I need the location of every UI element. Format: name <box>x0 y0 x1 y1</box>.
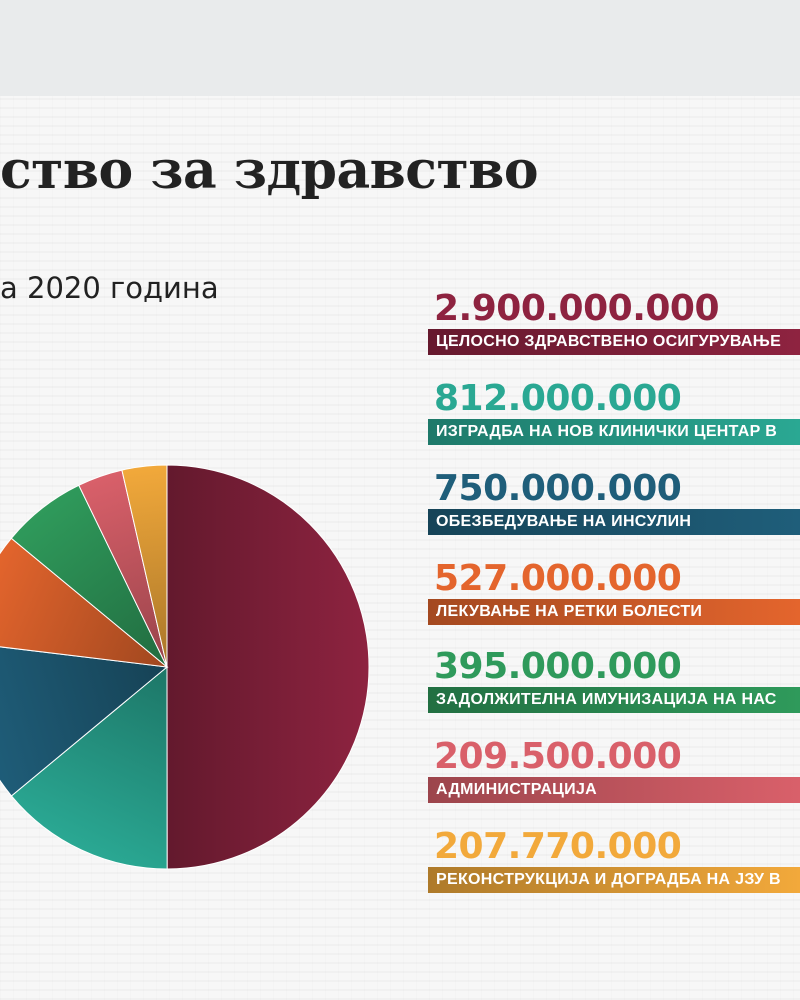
label-bar-6: РЕКОНСТРУКЦИЈА И ДОГРАДБА НА ЈЗУ В <box>428 867 800 893</box>
label-bar-0: ЦЕЛОСНО ЗДРАВСТВЕНО ОСИГУРУВАЊЕ <box>428 329 800 355</box>
pie-slice-0 <box>166 464 370 870</box>
value-label-3: 527.000.000 <box>434 558 682 599</box>
top-band <box>0 0 800 96</box>
legend-entry-4: 395.000.000 ЗАДОЛЖИТЕЛНА ИМУНИЗАЦИЈА НА … <box>428 645 800 729</box>
legend-entry-3: 527.000.000 ЛЕКУВАЊЕ НА РЕТКИ БОЛЕСТИ <box>428 557 800 641</box>
page-title: ство за здравство <box>0 140 539 201</box>
pie-slice-1 <box>10 665 168 870</box>
pie-slice-3 <box>0 537 169 668</box>
label-bar-3: ЛЕКУВАЊЕ НА РЕТКИ БОЛЕСТИ <box>428 599 800 625</box>
category-label-0: ЦЕЛОСНО ЗДРАВСТВЕНО ОСИГУРУВАЊЕ <box>436 333 782 350</box>
value-label-5: 209.500.000 <box>434 736 682 777</box>
legend-entry-0: 2.900.000.000 ЦЕЛОСНО ЗДРАВСТВЕНО ОСИГУР… <box>428 287 800 371</box>
pie-slice-6 <box>121 464 168 668</box>
category-label-4: ЗАДОЛЖИТЕЛНА ИМУНИЗАЦИЈА НА НАС <box>436 691 777 708</box>
value-label-2: 750.000.000 <box>434 468 682 509</box>
legend-entry-2: 750.000.000 ОБЕЗБЕДУВАЊЕ НА ИНСУЛИН <box>428 467 800 551</box>
label-bar-4: ЗАДОЛЖИТЕЛНА ИМУНИЗАЦИЈА НА НАС <box>428 687 800 713</box>
pie-slice-2 <box>0 646 169 797</box>
label-bar-5: АДМИНИСТРАЦИЈА <box>428 777 800 803</box>
label-bar-2: ОБЕЗБЕДУВАЊЕ НА ИНСУЛИН <box>428 509 800 535</box>
label-bar-1: ИЗГРАДБА НА НОВ КЛИНИЧКИ ЦЕНТАР В <box>428 419 800 445</box>
value-label-6: 207.770.000 <box>434 826 682 867</box>
value-label-1: 812.000.000 <box>434 378 682 419</box>
value-label-0: 2.900.000.000 <box>434 288 720 329</box>
value-label-4: 395.000.000 <box>434 646 682 687</box>
category-label-3: ЛЕКУВАЊЕ НА РЕТКИ БОЛЕСТИ <box>436 603 703 620</box>
chart-subtitle: а 2020 година <box>0 271 219 305</box>
category-label-5: АДМИНИСТРАЦИЈА <box>436 781 598 798</box>
category-label-6: РЕКОНСТРУКЦИЈА И ДОГРАДБА НА ЈЗУ В <box>436 871 781 888</box>
category-label-1: ИЗГРАДБА НА НОВ КЛИНИЧКИ ЦЕНТАР В <box>436 423 778 440</box>
legend-entry-1: 812.000.000 ИЗГРАДБА НА НОВ КЛИНИЧКИ ЦЕН… <box>428 377 800 461</box>
category-label-2: ОБЕЗБЕДУВАЊЕ НА ИНСУЛИН <box>436 513 692 530</box>
legend-entry-6: 207.770.000 РЕКОНСТРУКЦИЈА И ДОГРАДБА НА… <box>428 825 800 909</box>
legend-entry-5: 209.500.000 АДМИНИСТРАЦИЈА <box>428 735 800 819</box>
